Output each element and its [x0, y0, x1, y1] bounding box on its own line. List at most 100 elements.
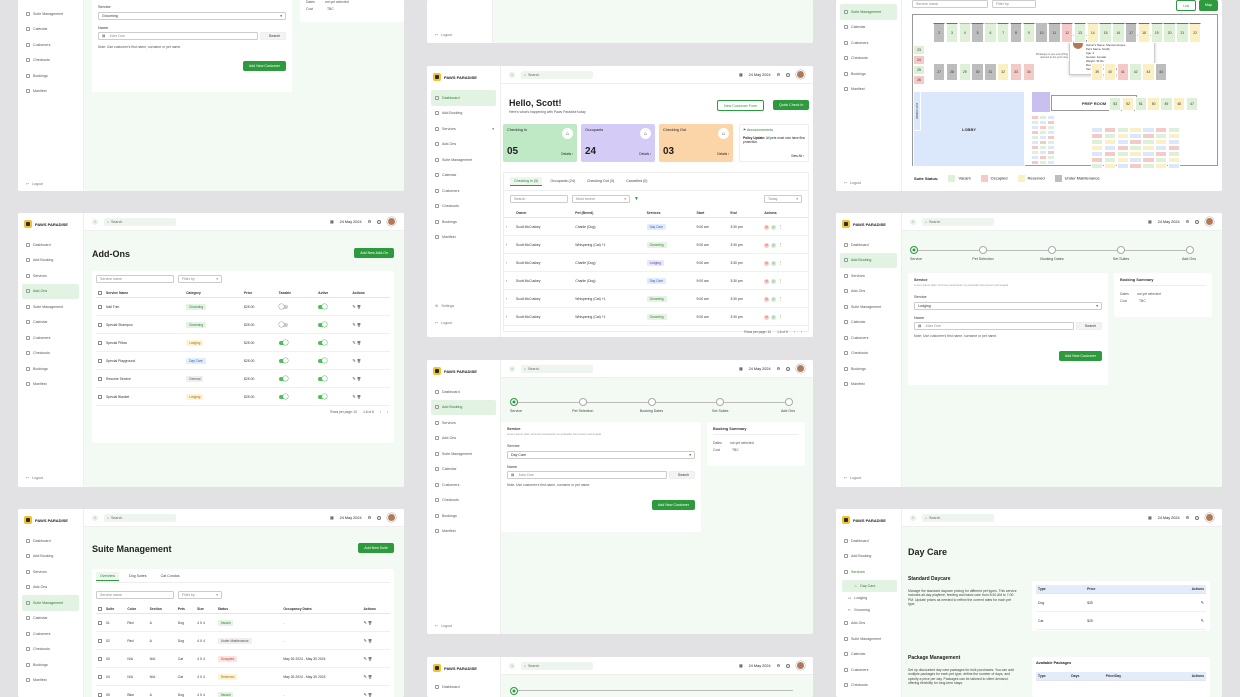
trash-icon[interactable]: 🗑	[356, 305, 362, 310]
suite-cell[interactable]: 21	[1176, 23, 1189, 43]
nav-item-bookings[interactable]: Bookings	[427, 508, 500, 524]
expand-cell[interactable]: ›	[504, 271, 514, 290]
filter-select[interactable]: Filter by ▾	[178, 275, 222, 283]
small-suite-cell[interactable]	[1031, 120, 1039, 125]
edit-icon[interactable]: ✎	[363, 620, 368, 626]
small-suite-cell[interactable]	[1155, 133, 1168, 139]
table-row[interactable]: Special Pillow Lodging $25.00 ✎ 🗑	[96, 333, 390, 353]
nav-sub-day-care[interactable]: ☼ Day Care	[842, 579, 897, 592]
small-suite-cell[interactable]	[1142, 151, 1155, 157]
suite-cell[interactable]: 2	[933, 23, 946, 43]
reject-icon[interactable]: ✕	[764, 296, 770, 302]
row-checkbox[interactable]	[98, 620, 102, 625]
table-row[interactable]: Special Shampoo Grooming $25.00 ✎ 🗑	[96, 315, 390, 335]
taxable-toggle[interactable]	[278, 322, 288, 328]
small-suite-cell[interactable]	[1167, 139, 1181, 145]
nav-item-suite-management[interactable]: Suite Management	[18, 299, 83, 315]
suite-cell[interactable]: 47	[1185, 97, 1199, 111]
approve-icon[interactable]: ✓	[771, 296, 777, 302]
nav-item-add-booking[interactable]: Add Booking	[18, 549, 83, 565]
stat-card[interactable]: Occupants ⌂ 24 Details ›	[581, 124, 655, 162]
small-suite-cell[interactable]	[1103, 139, 1117, 145]
small-suite-cell[interactable]	[1142, 145, 1155, 151]
taxable-toggle[interactable]	[278, 358, 288, 364]
nav-item-dashboard[interactable]: Dashboard	[18, 533, 83, 549]
small-suite-cell[interactable]	[1091, 139, 1104, 145]
small-suite-cell[interactable]	[1103, 127, 1117, 133]
suite-cell[interactable]: 42	[1129, 63, 1142, 81]
nav-item-add-ons[interactable]: Add-Ons	[427, 137, 500, 153]
avatar[interactable]	[796, 70, 805, 79]
more-vert-icon[interactable]: ⋮	[778, 223, 783, 229]
suite-cell[interactable]: 48	[1173, 97, 1186, 111]
nav-item[interactable]: Calendar	[18, 22, 83, 38]
more-vert-icon[interactable]: ⋮	[778, 241, 783, 247]
suite-cell[interactable]: 24	[913, 55, 925, 65]
tab-booking-filter[interactable]: Checking Out (3)	[586, 179, 615, 183]
active-toggle[interactable]	[318, 358, 328, 364]
nav-item-manifest[interactable]: Manifest	[18, 377, 83, 393]
small-suite-cell[interactable]	[1091, 163, 1104, 169]
settings-link[interactable]: ⚙ Settings	[435, 304, 455, 308]
nav-item-services[interactable]: Services	[836, 564, 901, 580]
suite-cell[interactable]: 51	[1134, 97, 1147, 111]
table-row[interactable]: 02 Red A Dog 4 X 4 Under Maintenance - ✎ 🗑	[96, 631, 390, 651]
small-suite-cell[interactable]	[1047, 125, 1055, 130]
nav-item-checkouts[interactable]: Checkouts	[18, 346, 83, 362]
gear-icon[interactable]: ⚙	[1185, 220, 1189, 224]
small-suite-cell[interactable]	[1047, 130, 1055, 135]
small-suite-cell[interactable]	[1039, 130, 1047, 135]
small-suite-cell[interactable]	[1031, 130, 1039, 135]
prev-page-icon[interactable]: ‹	[379, 410, 381, 415]
nav-item-manifest[interactable]: Manifest	[836, 377, 901, 393]
small-suite-cell[interactable]	[1155, 145, 1168, 151]
small-suite-cell[interactable]	[1039, 160, 1047, 165]
small-suite-cell[interactable]	[1155, 127, 1168, 133]
collapse-sidebar-button[interactable]: ‹	[509, 662, 515, 669]
table-search-input[interactable]: Search	[510, 195, 568, 203]
gear-icon[interactable]: ⚙	[776, 664, 780, 668]
small-suite-cell[interactable]	[1116, 163, 1129, 169]
nav-item-manifest[interactable]: Manifest	[18, 673, 83, 689]
reject-icon[interactable]: ✕	[764, 242, 770, 248]
small-suite-cell[interactable]	[1167, 157, 1181, 163]
name-input[interactable]: ▤ John Doe	[98, 32, 258, 40]
nav-item[interactable]: Customers	[836, 35, 901, 51]
small-suite-cell[interactable]	[1155, 151, 1168, 157]
edit-icon[interactable]: ✎	[352, 304, 357, 310]
edit-icon[interactable]: ✎	[363, 674, 368, 680]
row-checkbox[interactable]	[98, 638, 102, 643]
new-customer-form-button[interactable]: New Customer Form	[717, 100, 765, 111]
nav-item-checkouts[interactable]: Checkouts	[836, 678, 901, 694]
expand-cell[interactable]: ›	[504, 289, 514, 308]
small-suite-cell[interactable]	[1047, 150, 1055, 155]
small-suite-cell[interactable]	[1031, 115, 1039, 120]
more-vert-icon[interactable]: ⋮	[778, 259, 783, 265]
table-row[interactable]: Special Playground Day Care $25.00 ✎ 🗑	[96, 351, 390, 371]
next-page-icon[interactable]: ›	[800, 330, 802, 334]
sort-select[interactable]: Most recent ▾	[572, 195, 630, 203]
small-suite-cell[interactable]	[1039, 115, 1047, 120]
period-select[interactable]: Today ▾	[764, 195, 802, 203]
nav-item-bookings[interactable]: Bookings	[427, 214, 500, 230]
logout-link[interactable]: ↩ Logout	[435, 33, 453, 37]
nav-item-add-ons[interactable]: Add-Ons	[427, 431, 500, 447]
name-input[interactable]: ▤ John Doe	[507, 471, 667, 479]
suite-cell[interactable]: 23	[913, 45, 925, 55]
edit-icon[interactable]: ✎	[352, 394, 357, 400]
select-all-checkbox[interactable]	[98, 291, 102, 296]
active-toggle[interactable]	[318, 304, 328, 310]
stat-card[interactable]: Checking In ⌂ 05 Details ›	[503, 124, 577, 162]
small-suite-cell[interactable]	[1116, 139, 1129, 145]
nav-item-dashboard[interactable]: Dashboard	[836, 237, 901, 253]
small-suite-cell[interactable]	[1039, 135, 1047, 140]
collapse-sidebar-button[interactable]: ‹	[509, 365, 515, 372]
approve-icon[interactable]: ✓	[771, 242, 777, 248]
small-suite-cell[interactable]	[1155, 163, 1168, 169]
nav-item-calendar[interactable]: Calendar	[18, 611, 83, 627]
nav-item-add-booking[interactable]: Add Booking	[836, 549, 901, 565]
search-input[interactable]: ⌕ Search	[922, 513, 994, 522]
table-row[interactable]: 05 Blue A Dog 4 X 4 Vacant - ✎ 🗑	[96, 685, 390, 697]
details-link[interactable]: Details ›	[561, 152, 573, 156]
nav-item-customers[interactable]: Customers	[427, 183, 500, 199]
